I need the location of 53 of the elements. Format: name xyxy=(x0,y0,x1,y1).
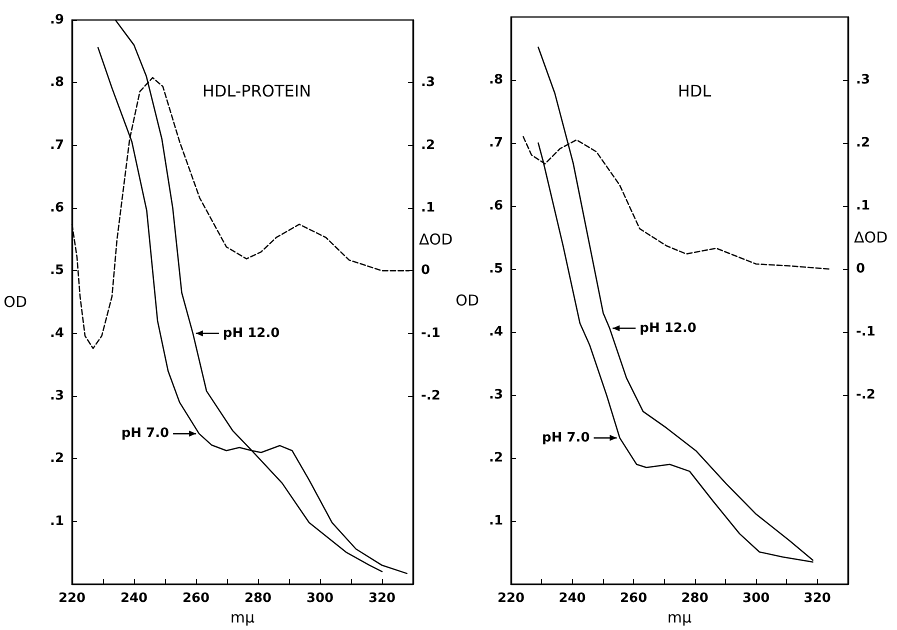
y2-tick-label: .1 xyxy=(856,198,870,214)
y2-tick-label: 0 xyxy=(421,263,430,278)
y-tick-label: .9 xyxy=(50,12,64,28)
y-tick-label: .3 xyxy=(489,388,503,403)
y2-tick-label: -.1 xyxy=(421,326,440,341)
annotation: pH 12.0 xyxy=(222,326,280,341)
y2-tick-label: -.2 xyxy=(421,388,440,404)
y-tick-label: .6 xyxy=(489,198,503,214)
y-tick-label: .7 xyxy=(50,138,64,153)
y-tick-label: .5 xyxy=(489,262,503,277)
y-axis-title: OD xyxy=(456,292,479,310)
text: HDL-PROTEIN xyxy=(202,82,312,100)
y2-tick-label: 0 xyxy=(856,262,866,277)
y-tick-label: .1 xyxy=(50,514,64,529)
x-tick-label: 240 xyxy=(120,591,148,606)
annotation: pH 7.0 xyxy=(121,426,170,442)
x-tick-label: 320 xyxy=(804,591,831,606)
y2-axis-title: ΔOD xyxy=(419,230,453,248)
y-tick-label: .6 xyxy=(50,200,64,216)
x-axis-title: mμ xyxy=(667,608,692,626)
y2-tick-label: .1 xyxy=(421,200,435,216)
x-axis-title: mμ xyxy=(230,608,256,626)
y2-tick-label: .2 xyxy=(856,136,870,151)
y-tick-label: .4 xyxy=(489,324,503,340)
x-tick-label: 260 xyxy=(182,591,210,606)
x-tick-label: 300 xyxy=(742,591,770,606)
x-tick-label: 320 xyxy=(368,591,396,606)
y-tick-label: .2 xyxy=(50,451,64,466)
text: HDL xyxy=(678,82,712,100)
y-tick-label: .4 xyxy=(50,326,64,341)
x-tick-label: 300 xyxy=(306,591,334,606)
annotation: pH 7.0 xyxy=(542,430,590,446)
y-tick-label: .8 xyxy=(50,75,64,90)
x-tick-label: 240 xyxy=(558,591,586,606)
x-tick-label: 220 xyxy=(497,591,525,606)
y2-tick-label: -.1 xyxy=(856,324,876,340)
annotation: pH 12.0 xyxy=(640,320,696,336)
y2-tick-label: .2 xyxy=(421,138,435,153)
x-tick-label: 280 xyxy=(244,591,272,606)
y-tick-label: .5 xyxy=(50,263,64,278)
x-tick-label: 280 xyxy=(681,591,708,606)
y-tick-label: .2 xyxy=(489,450,503,466)
y2-tick-label: -.2 xyxy=(856,388,876,403)
y-axis-title: OD xyxy=(4,293,27,312)
y2-tick-label: .3 xyxy=(856,72,870,88)
y-tick-label: .7 xyxy=(489,136,503,151)
y2-axis-title: ΔOD xyxy=(854,228,888,247)
x-tick-label: 220 xyxy=(58,591,86,606)
x-tick-label: 260 xyxy=(620,591,648,606)
y-tick-label: .1 xyxy=(489,514,503,529)
y-tick-label: .8 xyxy=(489,72,503,88)
y2-tick-label: .3 xyxy=(421,75,435,90)
y-tick-label: .3 xyxy=(50,388,64,404)
